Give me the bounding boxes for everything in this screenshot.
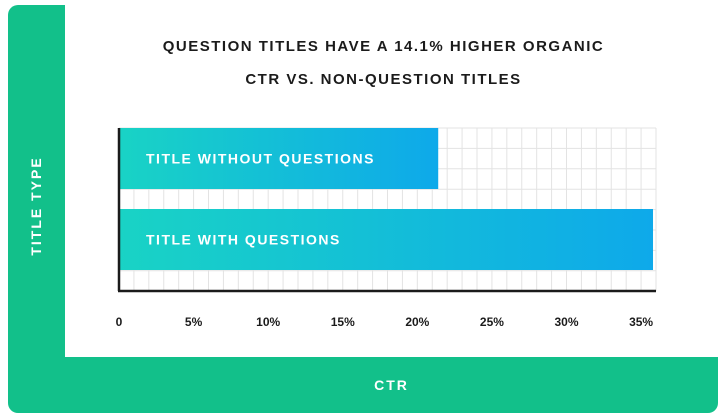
- x-axis-band: CTR: [65, 357, 718, 413]
- bar-label: TITLE WITH QUESTIONS: [146, 232, 341, 248]
- x-tick-label: 0: [116, 315, 123, 329]
- bar: [119, 209, 654, 270]
- chart-title-line-1: QUESTION TITLES HAVE A 14.1% HIGHER ORGA…: [162, 38, 605, 55]
- chart-title-line-2: CTR VS. NON-QUESTION TITLES: [245, 71, 522, 88]
- bars: TITLE WITHOUT QUESTIONS TITLE WITH QUESTI…: [119, 128, 654, 270]
- x-tick-labels: 0 5% 10% 15% 20% 25% 30% 35%: [116, 315, 654, 329]
- axes: [117, 128, 656, 293]
- x-tick-label: 5%: [185, 315, 203, 329]
- x-tick-label: 25%: [480, 315, 504, 329]
- bar-label: TITLE WITHOUT QUESTIONS: [146, 151, 375, 167]
- x-tick-label: 35%: [629, 315, 653, 329]
- x-tick-label: 10%: [256, 315, 280, 329]
- x-tick-label: 15%: [331, 315, 355, 329]
- y-axis-band: TITLE TYPE: [8, 5, 65, 413]
- x-axis-label: CTR: [374, 377, 409, 393]
- x-tick-label: 20%: [405, 315, 429, 329]
- x-tick-label: 30%: [554, 315, 578, 329]
- bar: [119, 128, 439, 189]
